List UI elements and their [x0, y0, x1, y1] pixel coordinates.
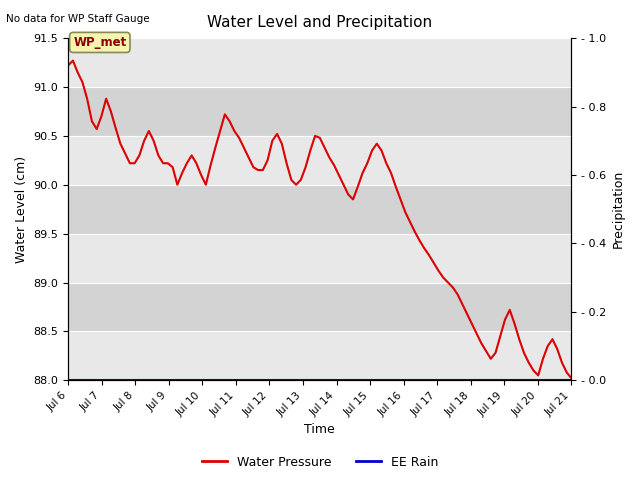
- Legend: Water Pressure, EE Rain: Water Pressure, EE Rain: [196, 451, 444, 474]
- EE Rain: [468, 377, 476, 383]
- Line: Water Pressure: Water Pressure: [68, 60, 572, 378]
- EE Rain: [568, 377, 575, 383]
- Water Pressure: [425, 252, 433, 258]
- Water Pressure: [64, 62, 72, 68]
- Water Pressure: [515, 336, 523, 342]
- EE Rain: [64, 377, 72, 383]
- Bar: [68, 283, 572, 331]
- Text: No data for WP Staff Gauge: No data for WP Staff Gauge: [6, 14, 150, 24]
- EE Rain: [420, 377, 428, 383]
- EE Rain: [511, 377, 518, 383]
- Water Pressure: [221, 111, 228, 117]
- Text: WP_met: WP_met: [73, 36, 127, 49]
- EE Rain: [534, 377, 542, 383]
- Water Pressure: [568, 375, 575, 381]
- Bar: [68, 185, 572, 234]
- Y-axis label: Precipitation: Precipitation: [612, 170, 625, 248]
- Water Pressure: [473, 330, 481, 336]
- EE Rain: [444, 377, 452, 383]
- Water Pressure: [69, 58, 77, 63]
- Title: Water Level and Precipitation: Water Level and Precipitation: [207, 15, 433, 30]
- EE Rain: [216, 377, 224, 383]
- Bar: [68, 87, 572, 136]
- Y-axis label: Water Level (cm): Water Level (cm): [15, 156, 28, 263]
- X-axis label: Time: Time: [305, 423, 335, 436]
- Water Pressure: [449, 285, 456, 290]
- Water Pressure: [539, 356, 547, 361]
